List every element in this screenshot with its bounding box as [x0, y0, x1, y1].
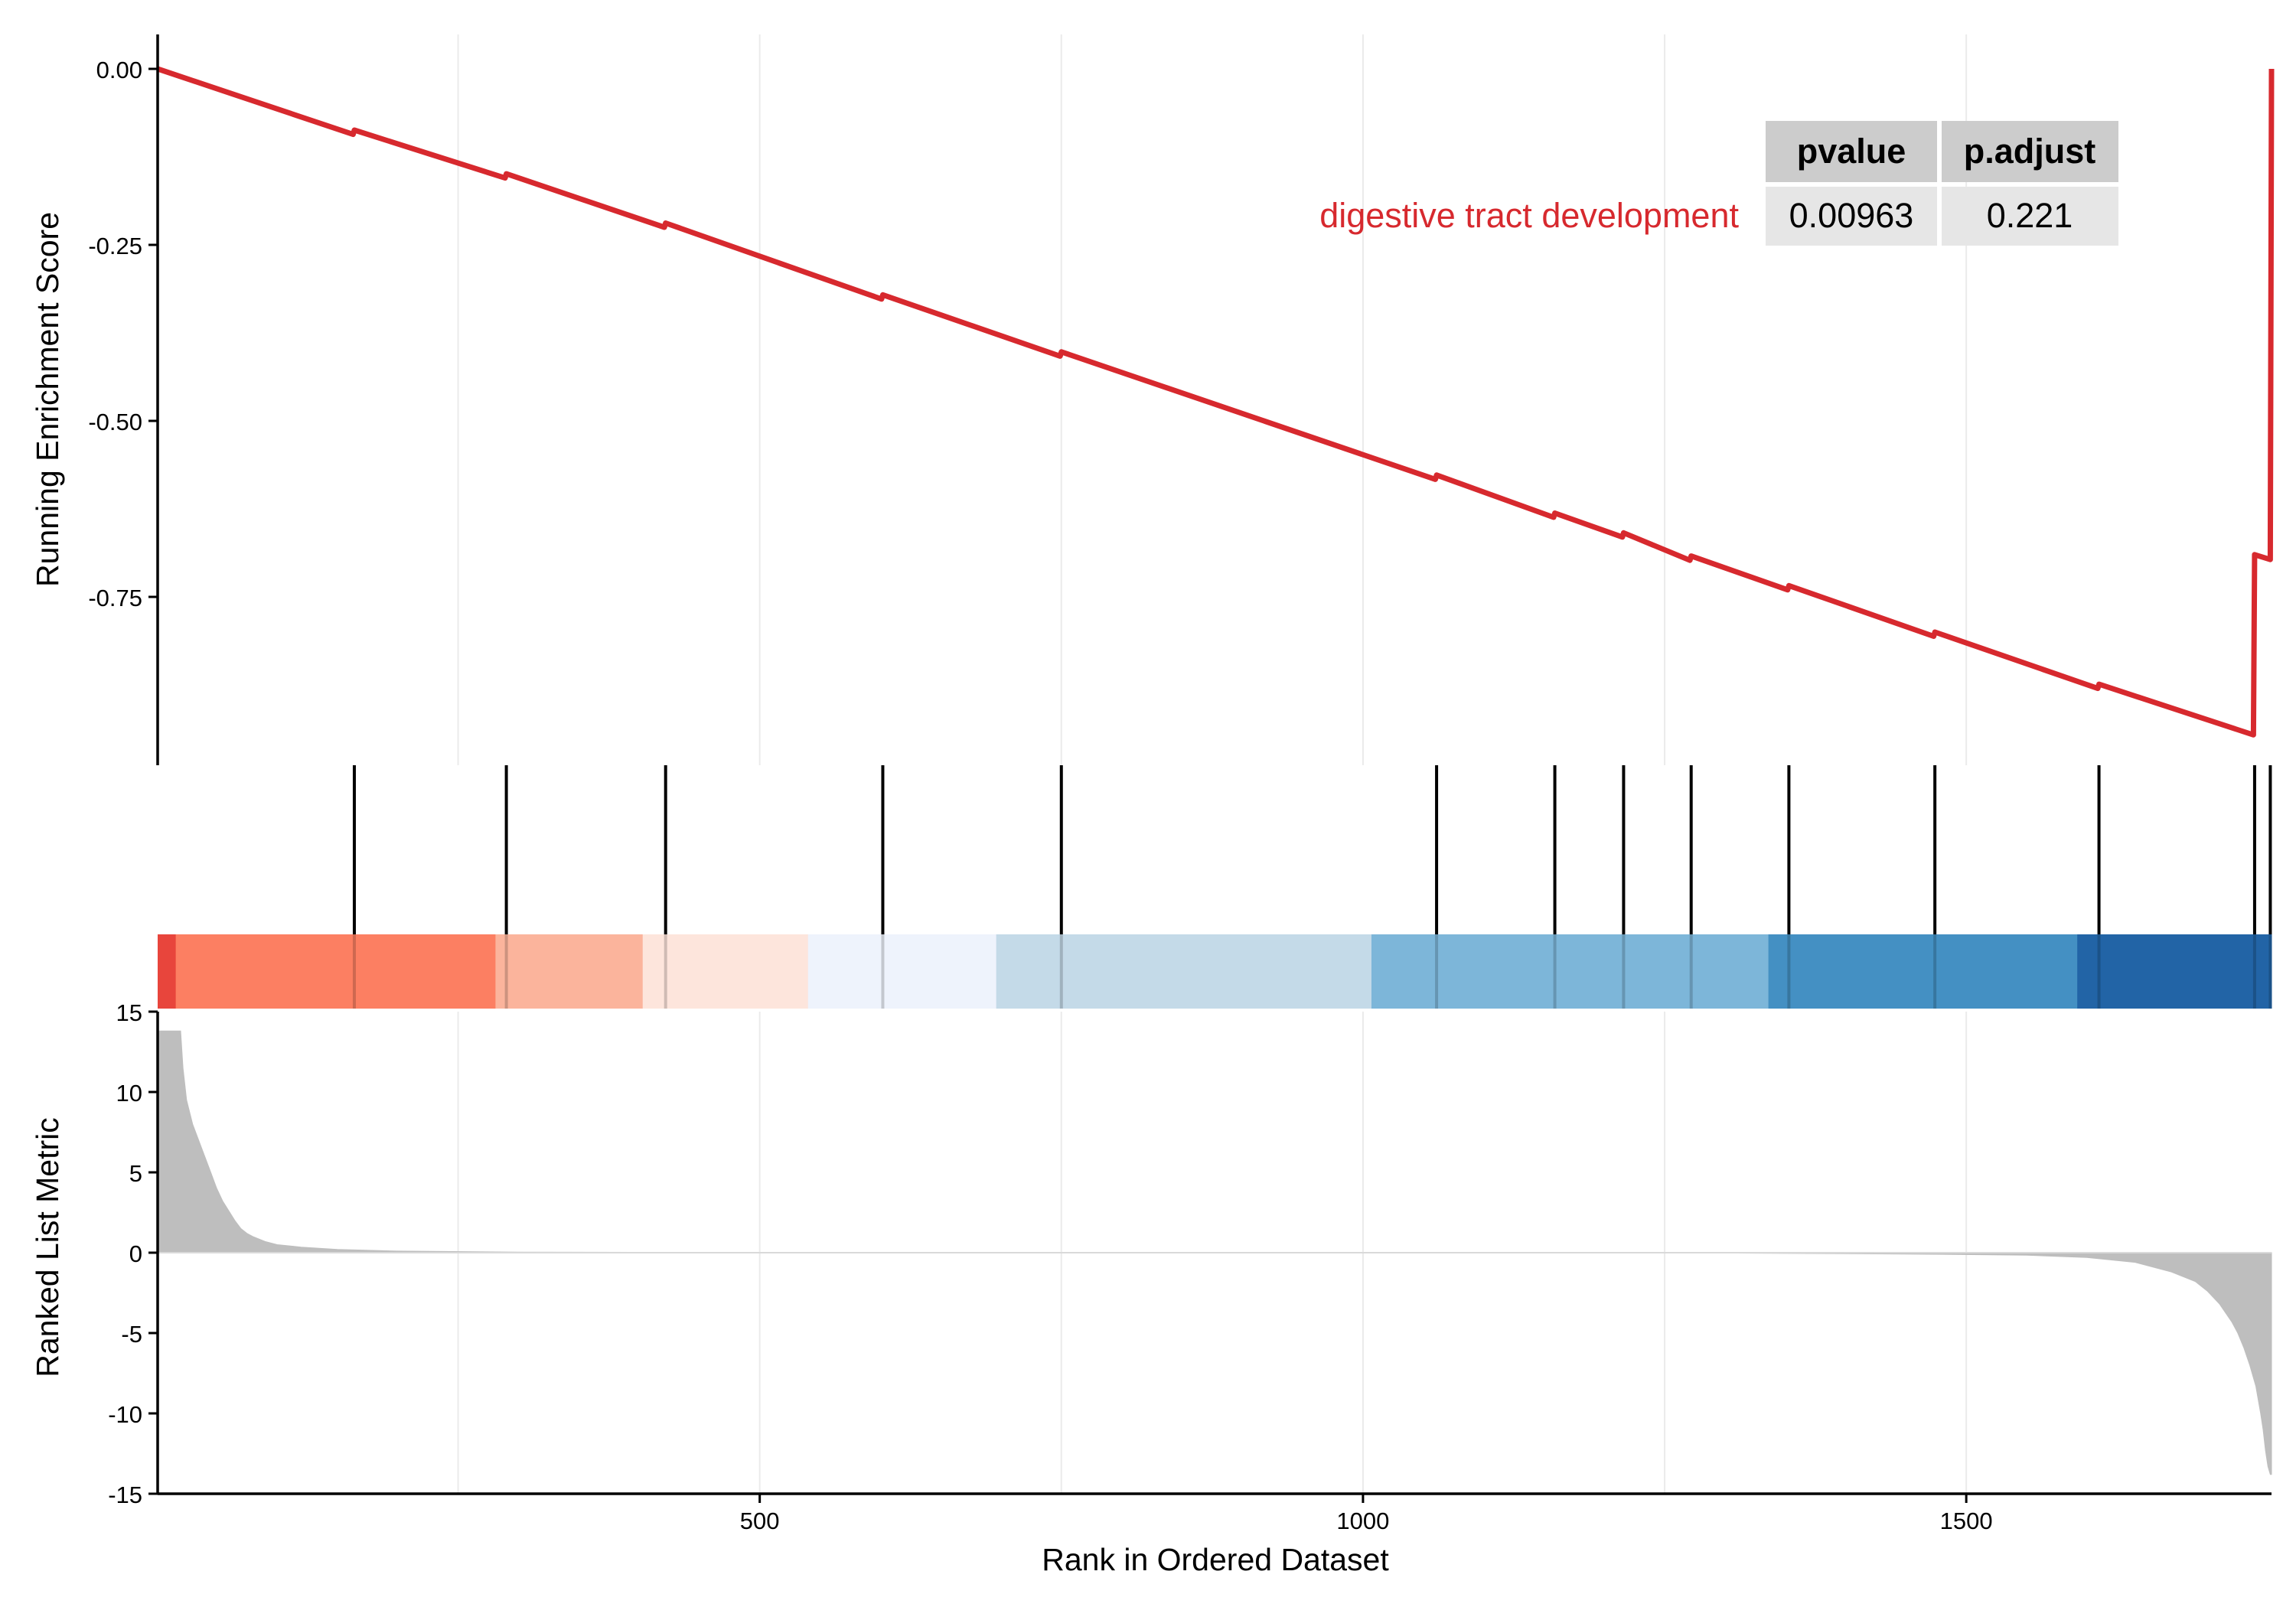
table-header-padjust: p.adjust: [1964, 132, 2096, 171]
table-value-padjust: 0.221: [1987, 196, 2073, 235]
ranked-metric-area: [157, 1030, 2272, 1475]
gene-hit-overlay-on-color-bar: [352, 934, 2272, 1009]
top-y-tick-label: -0.25: [88, 233, 142, 259]
bottom-y-tick-label: 0: [129, 1240, 142, 1267]
top-y-tick-label: -0.75: [88, 585, 142, 611]
table-header-pvalue-bg: [1766, 121, 1937, 182]
table-header-pvalue: pvalue: [1797, 132, 1906, 171]
top-y-axis-label: Running Enrichment Score: [30, 212, 65, 587]
x-tick-label: 1500: [1940, 1508, 1993, 1534]
bottom-y-tick-label: -5: [121, 1321, 142, 1348]
bottom-y-tick-label: 10: [116, 1080, 142, 1107]
rank-color-bar: [158, 934, 2272, 1009]
color-bar-segment: [1371, 934, 1769, 1009]
color-bar-segment: [642, 934, 809, 1009]
tick-labels: 0.00 -0.25 -0.50 -0.75 15 10 5 0 -5 -10 -15 500 1000…: [88, 57, 1992, 1534]
color-bar-segment: [175, 934, 496, 1009]
table-header-padjust-bg: [1942, 121, 2118, 182]
bottom-y-tick-label: -10: [108, 1401, 142, 1428]
color-bar-segment: [807, 934, 997, 1009]
table-cell-pvalue-bg: [1766, 187, 1937, 246]
x-tick-label: 500: [740, 1508, 780, 1534]
top-y-tick-label: -0.50: [88, 409, 142, 435]
bottom-y-axis-label: Ranked List Metric: [30, 1117, 65, 1377]
table-value-pvalue: 0.00963: [1789, 196, 1914, 235]
color-bar-segment: [1768, 934, 2078, 1009]
color-bar-segment: [2077, 934, 2272, 1009]
x-axis-label: Rank in Ordered Dataset: [1042, 1542, 1389, 1577]
x-tick-label: 1000: [1336, 1508, 1389, 1534]
top-y-tick-label: 0.00: [96, 57, 142, 83]
bottom-y-tick-label: -15: [108, 1482, 142, 1508]
color-bar-segment: [158, 934, 177, 1009]
bottom-y-tick-label: 15: [116, 999, 142, 1026]
stats-table: pvalue p.adjust digestive tract developm…: [1319, 121, 2118, 246]
table-cell-padjust-bg: [1942, 187, 2118, 246]
gene-hit-marks: [352, 765, 2272, 934]
running-es-line: [156, 66, 2275, 738]
running-es-layer: [156, 66, 2275, 738]
axes: [156, 34, 2272, 1495]
table-row-label: digestive tract development: [1319, 196, 1739, 235]
color-bar-segment: [495, 934, 644, 1009]
top-panel-gridlines: [457, 34, 1968, 765]
color-bar-segment: [996, 934, 1372, 1009]
bottom-y-tick-label: 5: [129, 1160, 142, 1187]
